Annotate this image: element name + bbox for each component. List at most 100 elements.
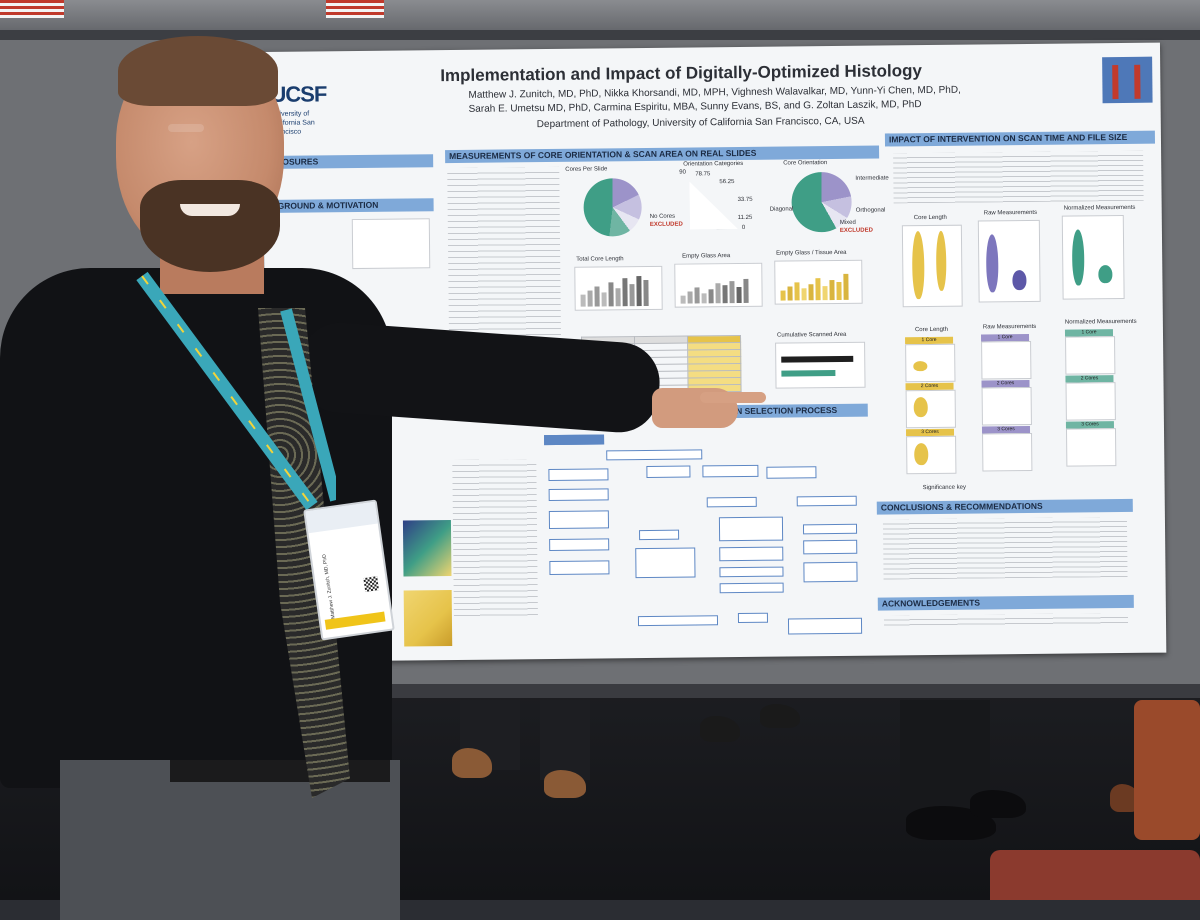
qr-code-icon [363, 576, 380, 592]
raw-3-cores-chart [982, 432, 1033, 472]
normalized-measurements-label: Normalized Measurements [1063, 204, 1136, 212]
cumulative-scanned-area-label: Cumulative Scanned Area [776, 331, 847, 339]
normalized-measurements-violin-chart [1061, 214, 1125, 300]
flowchart-node [719, 546, 784, 562]
normalized-1-core-chart [1065, 336, 1116, 375]
angle-0-label: 0 [741, 224, 746, 231]
core-length-violin-chart [901, 224, 963, 308]
violin-shape [913, 361, 928, 372]
background-line-chart [351, 218, 431, 270]
heatmap [402, 520, 452, 577]
flowchart-node [787, 617, 863, 635]
empty-glass-area-bars [680, 267, 749, 304]
normalized-measurements-label: Normalized Measurements [1064, 318, 1137, 326]
shoe [760, 704, 800, 728]
intermediate-label: Intermediate [855, 175, 889, 182]
flowchart-node [606, 449, 703, 461]
raw-1-core-chart [981, 340, 1032, 380]
total-core-length-label: Total Core Length [576, 256, 624, 263]
violin-shape [1098, 265, 1113, 284]
shoe [700, 716, 740, 742]
raw-measurements-label: Raw Measurements [983, 209, 1038, 217]
chair [1134, 700, 1200, 840]
shoe [970, 790, 1026, 818]
flowchart-node [637, 615, 719, 627]
flowchart-node [766, 466, 817, 479]
violin-shape [914, 443, 929, 466]
person-beard [140, 180, 280, 272]
cores-per-slide-label: Cores Per Slide [565, 166, 608, 173]
cumulative-scanned-area-chart [775, 341, 866, 389]
empty-glass-tissue-bars [780, 264, 849, 301]
poster-department: Department of Pathology, University of C… [536, 115, 865, 131]
poster-authors-line-1: Matthew J. Zunitch, MD, PhD, Nikka Khors… [468, 84, 961, 101]
flowchart-node [803, 539, 858, 555]
poster-title: Implementation and Impact of Digitally-O… [440, 61, 923, 86]
lanyard [136, 271, 336, 511]
flowchart-node [706, 496, 757, 508]
flag-decoration [326, 0, 384, 18]
total-core-length-bars [580, 270, 649, 307]
heatmap [403, 590, 453, 647]
flowchart-node [702, 464, 759, 478]
significance-key: Significance key [922, 484, 966, 492]
handbag [990, 850, 1200, 900]
golden-gate-logo-icon [1102, 56, 1153, 104]
flowchart-node [548, 510, 610, 530]
impact-text-block [893, 150, 1144, 204]
person-smile [180, 204, 240, 216]
acknowledgements-text-block [883, 612, 1129, 628]
core-orientation-label: Core Orientation [783, 160, 828, 167]
diagonal-label: Diagonal [769, 206, 794, 213]
angle-90-label: 90 [679, 169, 687, 176]
flowchart-node [719, 566, 784, 578]
normalized-3-cores-chart [1065, 428, 1117, 467]
flowchart-node [646, 465, 691, 478]
empty-glass-area-label: Empty Glass Area [682, 253, 731, 260]
orthogonal-label: Orthogonal [855, 207, 886, 214]
core-length-label: Core Length [914, 326, 949, 334]
measurements-text-block [447, 166, 562, 345]
flag-decoration [0, 0, 64, 18]
flowchart-node [635, 547, 696, 579]
ucsf-logo: UCSF [270, 81, 327, 107]
person-pants [60, 760, 400, 920]
shoe [452, 748, 492, 778]
flowchart-node [639, 529, 680, 541]
background-person-legs [540, 700, 590, 780]
eye-highlight [168, 124, 204, 132]
section-header-disclosures: LOSURES [273, 154, 434, 169]
orientation-categories-label: Orientation Categories [683, 160, 744, 168]
flowchart-node [802, 523, 858, 535]
flowchart-node [548, 468, 609, 482]
cumulative-bar-1 [781, 355, 854, 363]
flowchart-node [544, 434, 605, 446]
angle-56-label: 56.25 [719, 179, 735, 186]
conclusions-text-block [882, 516, 1128, 580]
section-header-background: GROUND & MOTIVATION [273, 198, 434, 213]
flowchart-node [549, 560, 610, 576]
angle-78-label: 78.75 [695, 171, 711, 178]
normalized-2-cores-chart [1065, 382, 1116, 421]
background-person-legs [900, 700, 990, 810]
empty-glass-tissue-label: Empty Glass / Tissue Area [776, 249, 847, 257]
selection-text-block [452, 459, 538, 621]
excluded-label: EXCLUDED [649, 221, 683, 228]
shoe [544, 770, 586, 798]
violin-shape [1012, 270, 1027, 291]
flowchart-node [719, 582, 784, 594]
angle-11-label: 11.25 [737, 214, 753, 222]
section-header-conclusions: CONCLUSIONS & RECOMMENDATIONS [876, 498, 1133, 515]
angle-33-label: 33.75 [737, 196, 753, 204]
excluded-label: EXCLUDED [839, 227, 873, 234]
section-header-impact: IMPACT OF INTERVENTION ON SCAN TIME AND … [884, 130, 1156, 147]
badge-name: Matthew J. Zunitch, MD, PhD [321, 553, 337, 620]
section-header-acknowledgements: ACKNOWLEDGEMENTS [877, 594, 1134, 611]
cores-per-slide-pie [583, 178, 642, 237]
orientation-categories-wedge [689, 181, 738, 230]
core-length-label: Core Length [913, 214, 947, 222]
no-cores-label: No Cores [649, 213, 676, 220]
cumulative-bar-2 [781, 370, 836, 377]
poster-authors-line-2: Sarah E. Umetsu MD, PhD, Carmina Espirit… [468, 99, 922, 115]
violin-shape [913, 397, 928, 418]
